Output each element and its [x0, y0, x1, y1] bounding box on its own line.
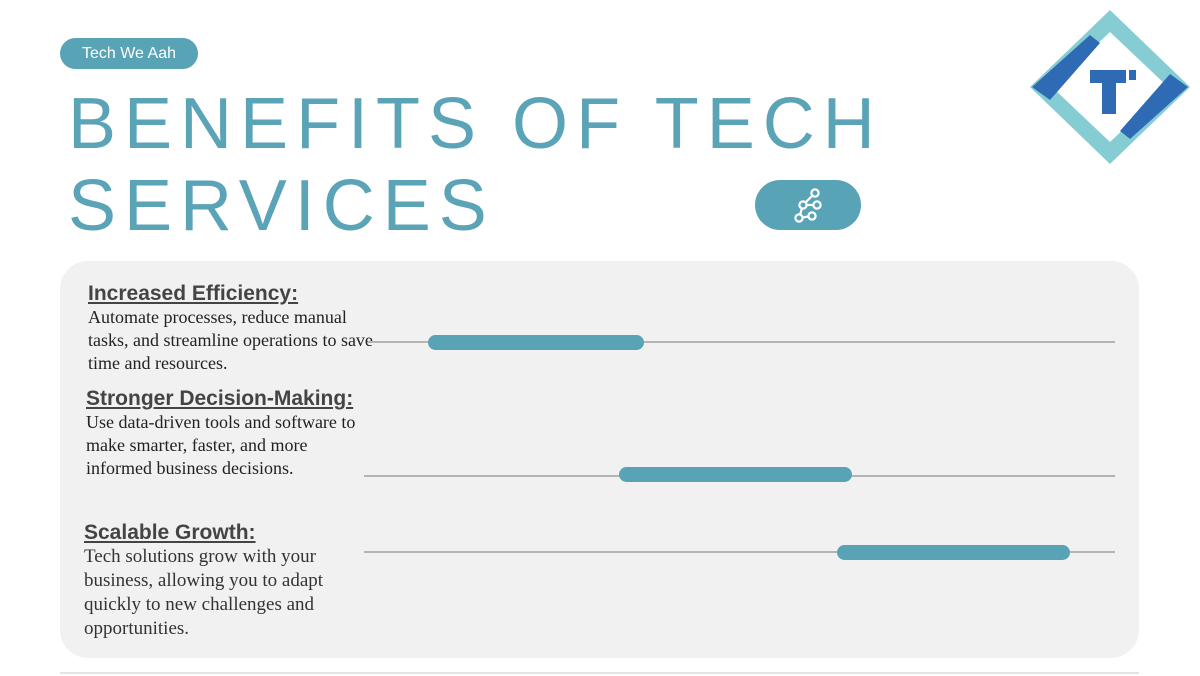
benefits-panel: Increased Efficiency: Automate processes…: [60, 261, 1139, 658]
benefit-heading: Scalable Growth:: [84, 521, 256, 544]
timeline-bar-decision-making: [619, 467, 853, 482]
benefit-description: Tech solutions grow with your business, …: [84, 546, 324, 639]
page-title-line-2: SERVICES: [68, 166, 495, 246]
tag-badge-label: Tech We Aah: [82, 44, 176, 62]
benefit-description: Use data-driven tools and software to ma…: [86, 412, 356, 478]
benefit-item-decision-making: Stronger Decision-Making: Use data-drive…: [86, 386, 356, 480]
benefit-heading: Increased Efficiency:: [88, 282, 299, 305]
benefit-description: Automate processes, reduce manual tasks,…: [88, 307, 373, 373]
benefit-item-scalable-growth: Scalable Growth: Tech solutions grow wit…: [84, 520, 354, 641]
brand-logo-icon: [1030, 10, 1190, 164]
tag-badge[interactable]: Tech We Aah: [60, 38, 198, 69]
timeline-track: [364, 551, 1115, 553]
benefit-heading: Stronger Decision-Making:: [86, 387, 354, 410]
timeline-track: [368, 341, 1115, 343]
network-nodes-icon: [794, 188, 822, 223]
benefit-item-efficiency: Increased Efficiency: Automate processes…: [88, 281, 378, 375]
bottom-divider: [60, 672, 1139, 674]
timeline-bar-efficiency: [427, 335, 645, 350]
timeline-bar-scalable-growth: [837, 545, 1070, 560]
network-button[interactable]: [755, 180, 861, 230]
page-title-line-1: BENEFITS OF TECH: [68, 84, 883, 164]
